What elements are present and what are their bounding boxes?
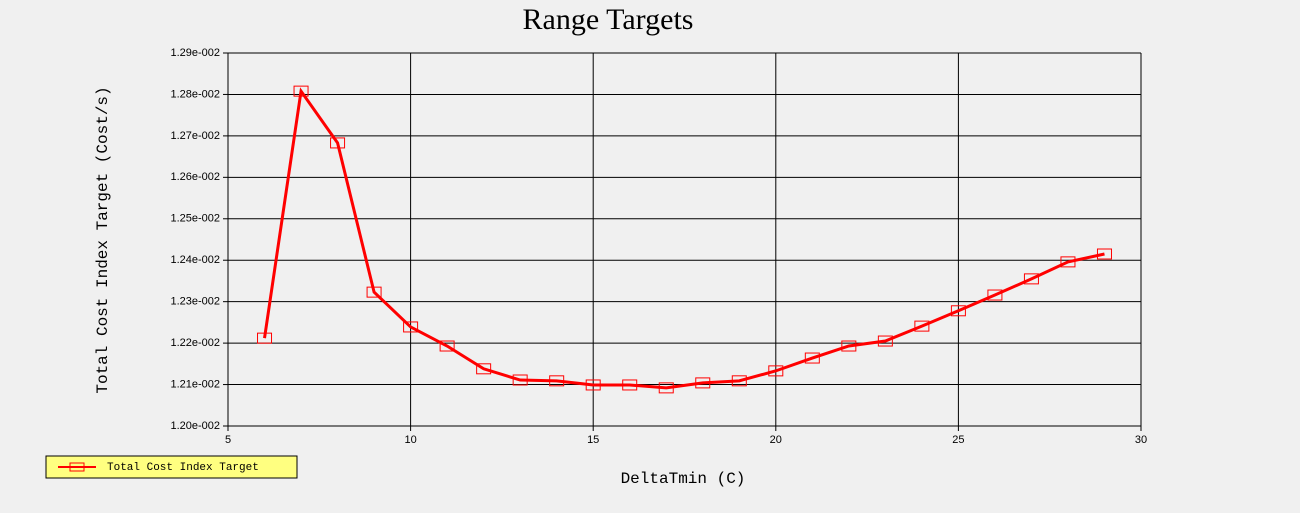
y-tick-label: 1.24e-002	[170, 254, 220, 266]
marker	[768, 365, 784, 377]
legend: Total Cost Index Target	[45, 455, 298, 479]
marker	[1060, 256, 1076, 268]
legend-box	[45, 455, 298, 479]
y-tick-label: 1.25e-002	[170, 213, 220, 225]
marker	[257, 332, 273, 344]
chart-title: Range Targets	[523, 3, 694, 36]
marker	[549, 375, 565, 387]
marker	[330, 137, 346, 149]
y-tick-label: 1.27e-002	[170, 130, 220, 142]
marker	[877, 335, 893, 347]
marker	[914, 320, 930, 332]
marker	[585, 379, 601, 391]
x-tick-label: 15	[587, 434, 599, 446]
marker	[987, 289, 1003, 301]
x-tick-label: 20	[770, 434, 782, 446]
y-tick-label: 1.23e-002	[170, 296, 220, 308]
marker	[950, 305, 966, 317]
y-tick-label: 1.29e-002	[170, 47, 220, 59]
marker	[658, 382, 674, 394]
y-axis-label: Total Cost Index Target (Cost/s)	[94, 86, 112, 393]
series-line	[263, 87, 1105, 390]
x-axis-label: DeltaTmin (C)	[621, 470, 746, 488]
y-tick-label: 1.21e-002	[170, 378, 220, 390]
x-tick-label: 30	[1135, 434, 1147, 446]
marker	[293, 85, 309, 97]
marker	[731, 375, 747, 387]
marker	[841, 340, 857, 352]
marker	[695, 377, 711, 389]
marker	[366, 286, 382, 298]
marker	[1096, 248, 1112, 260]
y-tick-label: 1.20e-002	[170, 420, 220, 432]
marker	[512, 374, 528, 386]
y-tick-label: 1.28e-002	[170, 88, 220, 100]
x-tick-label: 10	[404, 434, 416, 446]
marker	[403, 321, 419, 333]
x-tick-label: 25	[952, 434, 964, 446]
marker	[1023, 273, 1039, 285]
marker	[476, 363, 492, 375]
legend-marker	[69, 462, 85, 472]
marker	[622, 379, 638, 391]
y-tick-label: 1.26e-002	[170, 171, 220, 183]
marker	[804, 352, 820, 364]
y-tick-label: 1.22e-002	[170, 337, 220, 349]
legend-label: Total Cost Index Target	[107, 462, 259, 474]
x-tick-label: 5	[225, 434, 231, 446]
marker	[439, 340, 455, 352]
